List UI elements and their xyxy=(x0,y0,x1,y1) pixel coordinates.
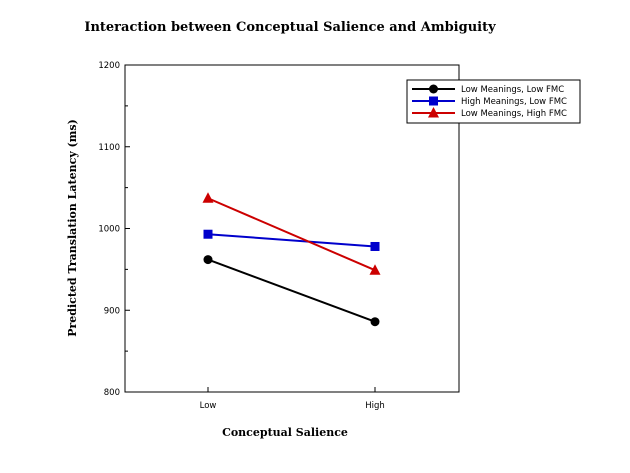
y-axis: 800 900 1000 1100 1200 xyxy=(98,61,130,398)
legend: Low Meanings, Low FMC High Meanings, Low … xyxy=(406,79,581,124)
y-tick-label: 800 xyxy=(104,388,120,398)
y-axis-title: Predicted Translation Latency (ms) xyxy=(66,119,79,337)
legend-marker xyxy=(429,96,438,106)
series-2 xyxy=(202,192,381,275)
legend-entry: High Meanings, Low FMC xyxy=(412,96,567,107)
legend-entry: Low Meanings, Low FMC xyxy=(412,84,564,95)
data-point xyxy=(203,255,213,265)
x-axis: Low High xyxy=(200,387,385,411)
series-layer xyxy=(202,192,381,327)
x-tick-label: Low xyxy=(200,401,217,411)
data-point xyxy=(370,241,380,251)
legend-marker xyxy=(429,84,438,94)
data-point xyxy=(203,229,213,239)
series-line xyxy=(207,233,376,248)
y-tick-label: 900 xyxy=(104,306,120,316)
legend-label: High Meanings, Low FMC xyxy=(461,97,567,107)
legend-label: Low Meanings, Low FMC xyxy=(461,85,564,95)
data-point xyxy=(370,317,380,327)
series-line xyxy=(207,258,376,323)
series-0 xyxy=(203,255,380,327)
series-1 xyxy=(203,229,380,251)
x-tick-label: High xyxy=(365,401,385,411)
y-tick-label: 1000 xyxy=(98,225,120,235)
y-tick-label: 1100 xyxy=(98,143,120,153)
legend-label: Low Meanings, High FMC xyxy=(461,109,567,119)
data-point xyxy=(202,192,214,203)
chart-title: Interaction between Conceptual Salience … xyxy=(84,20,496,35)
legend-entry: Low Meanings, High FMC xyxy=(412,107,567,119)
series-line xyxy=(207,197,376,272)
data-point xyxy=(369,264,381,275)
legend-marker xyxy=(428,107,439,118)
y-tick-label: 1200 xyxy=(98,61,120,71)
x-axis-title: Conceptual Salience xyxy=(222,426,348,439)
